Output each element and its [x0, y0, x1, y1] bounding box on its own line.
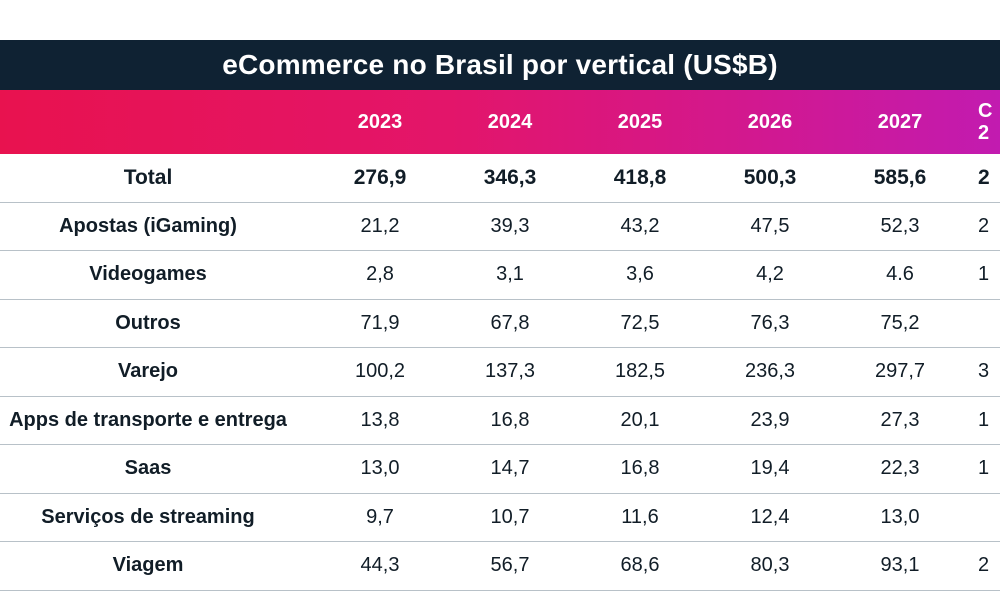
table-cell: 20,1 — [620, 408, 660, 431]
table-cell: 236,3 — [744, 360, 796, 383]
table-cell: 71,9 — [360, 311, 400, 334]
row-label: Varejo — [117, 360, 179, 383]
table-cell-partial — [978, 300, 1000, 348]
table-cell: 13,8 — [360, 408, 400, 431]
row-label: Total — [123, 165, 173, 189]
table-cell: 56,7 — [490, 554, 530, 577]
column-header-2026: 2026 — [747, 110, 793, 133]
table-cell: 93,1 — [880, 554, 920, 577]
column-header-2023: 2023 — [357, 110, 403, 133]
table-cell: 3,1 — [496, 263, 524, 286]
table-row: Saas 13,0 14,7 16,8 19,4 22,3 1 — [0, 445, 1000, 494]
row-label: Apps de transporte e entrega — [9, 408, 287, 431]
table-cell: 76,3 — [750, 311, 790, 334]
table-cell: 44,3 — [360, 554, 400, 577]
row-label: Viagem — [112, 554, 184, 577]
table-row: Varejo 100,2 137,3 182,5 236,3 297,7 3 — [0, 348, 1000, 397]
table-cell-partial — [978, 494, 1000, 542]
table-title: eCommerce no Brasil por vertical (US$B) — [0, 40, 1000, 90]
row-label: Apostas (iGaming) — [59, 214, 237, 237]
table-cell: 418,8 — [613, 165, 667, 189]
table-cell: 16,8 — [490, 408, 530, 431]
table-cell: 11,6 — [621, 505, 659, 528]
table-cell-partial: 2 — [978, 214, 990, 237]
table-cell-partial: 3 — [978, 360, 990, 383]
table-cell: 14,7 — [490, 457, 530, 480]
table-row: Outros 71,9 67,8 72,5 76,3 75,2 — [0, 300, 1000, 348]
column-header-2024: 2024 — [487, 110, 533, 133]
table-cell: 80,3 — [750, 554, 790, 577]
ecommerce-table: eCommerce no Brasil por vertical (US$B) … — [0, 40, 1000, 598]
table-cell: 22,3 — [880, 457, 920, 480]
table-cell: 21,2 — [360, 214, 400, 237]
table-cell: 346,3 — [483, 165, 537, 189]
row-label: Videogames — [89, 263, 207, 286]
table-cell: 72,5 — [620, 311, 660, 334]
column-header-partial-line2: 2 — [978, 122, 990, 144]
table-cell: 43,2 — [620, 214, 660, 237]
table-cell-partial: 1 — [978, 408, 990, 431]
table-cell: 47,5 — [750, 214, 790, 237]
table-cell-partial: 2 — [978, 554, 990, 577]
table-cell: 2,8 — [366, 263, 394, 286]
table-cell: 585,6 — [873, 165, 927, 189]
table-row: Serviços de streaming 9,7 10,7 11,6 12,4 13,0 — [0, 494, 1000, 542]
table-cell: 10,7 — [490, 505, 530, 528]
table-cell: 23,9 — [750, 408, 790, 431]
table-cell: 4,2 — [756, 263, 784, 286]
table-cell: 297,7 — [874, 360, 926, 383]
table-cell: 67,8 — [490, 311, 530, 334]
table-cell-partial: 1 — [978, 457, 990, 480]
table-cell: 27,3 — [880, 408, 920, 431]
column-header-2025: 2025 — [617, 110, 663, 133]
table-cell: 12,4 — [750, 505, 790, 528]
table-cell: 100,2 — [354, 360, 406, 383]
table-body: Total 276,9 346,3 418,8 500,3 585,6 2 Apostas (… — [0, 154, 1000, 591]
table-cell: 16,8 — [620, 457, 660, 480]
table-row: Apps de transporte e entrega 13,8 16,8 20,1… — [0, 397, 1000, 445]
table-cell-partial: 2 — [978, 165, 990, 189]
table-cell: 52,3 — [880, 214, 920, 237]
table-cell: 137,3 — [484, 360, 536, 383]
column-header-2027: 2027 — [877, 110, 923, 133]
table-cell: 276,9 — [353, 165, 407, 189]
table-cell: 500,3 — [743, 165, 797, 189]
row-label: Saas — [124, 457, 172, 480]
row-label: Outros — [115, 311, 181, 334]
table-row: Viagem 44,3 56,7 68,6 80,3 93,1 2 — [0, 542, 1000, 591]
column-header-partial: C 2 — [978, 90, 1000, 154]
table-cell: 9,7 — [366, 505, 394, 528]
table-cell: 19,4 — [750, 457, 790, 480]
table-cell: 75,2 — [880, 311, 920, 334]
table-row: Apostas (iGaming) 21,2 39,3 43,2 47,5 52,3 2 — [0, 203, 1000, 251]
table-header-row: 2023 2024 2025 2026 2027 C 2 — [0, 90, 1000, 154]
table-cell-partial: 1 — [978, 263, 990, 286]
row-label: Serviços de streaming — [41, 505, 255, 528]
table-cell: 182,5 — [614, 360, 666, 383]
table-cell: 68,6 — [620, 554, 660, 577]
table-cell: 13,0 — [360, 457, 400, 480]
table-cell: 3,6 — [626, 263, 654, 286]
table-cell: 39,3 — [490, 214, 530, 237]
table-row: Videogames 2,8 3,1 3,6 4,2 4.6 1 — [0, 251, 1000, 300]
column-header-partial-line1: C — [978, 100, 993, 122]
table-cell: 4.6 — [886, 263, 914, 286]
table-cell: 13,0 — [880, 505, 920, 528]
table-row: Total 276,9 346,3 418,8 500,3 585,6 2 — [0, 154, 1000, 203]
